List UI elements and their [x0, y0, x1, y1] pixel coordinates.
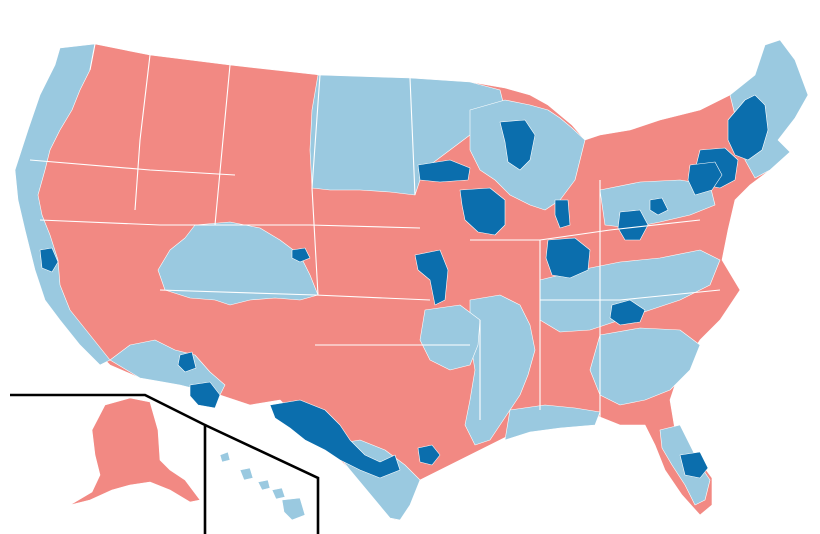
virginia-dark-district [649, 197, 669, 216]
iowa-dark-district [459, 187, 506, 236]
alaska-inset [69, 397, 201, 506]
arizona-tucson-dark-district [189, 381, 221, 409]
minnesota-dark-district [417, 159, 471, 183]
hawaii-island-4 [271, 487, 286, 500]
texas-houston-dark-district [417, 444, 441, 466]
michigan-dark-district [554, 199, 571, 229]
colorado-dark-district [291, 247, 311, 263]
state-borders [29, 43, 721, 420]
dark-blue-districts [39, 94, 769, 479]
hawaii-inset-border [204, 423, 320, 534]
colorado-newmexico-district [157, 221, 319, 306]
illinois-dark-district [545, 237, 591, 279]
southeast-district [589, 327, 701, 406]
texas-dark-district [269, 399, 401, 479]
mississippi-valley-district [464, 294, 536, 446]
ohio-dark-district [617, 209, 649, 241]
kansas-dark-district [414, 249, 449, 306]
arizona-south-district [109, 339, 226, 396]
arizona-dark-district [177, 351, 197, 373]
hawaii-island-big [281, 497, 306, 521]
new-england-dark-district [727, 94, 769, 161]
kentucky-dark-district [609, 299, 646, 326]
alaska-inset-border [10, 393, 207, 534]
inset-borders [10, 393, 320, 534]
hawaii-island-1 [219, 451, 231, 463]
alaska-district [69, 397, 201, 506]
hawaii-inset [219, 451, 306, 521]
wisconsin-dark-district [499, 119, 536, 171]
ozark-district [419, 304, 481, 371]
california-bay-dark-district [39, 247, 59, 273]
florida-dark-district [679, 451, 709, 479]
pennsylvania-dark-district [687, 161, 723, 196]
hawaii-island-2 [239, 467, 254, 481]
pacific-coast-district [14, 43, 111, 366]
hawaii-island-3 [257, 479, 271, 491]
gulf-coast-district [504, 404, 601, 441]
